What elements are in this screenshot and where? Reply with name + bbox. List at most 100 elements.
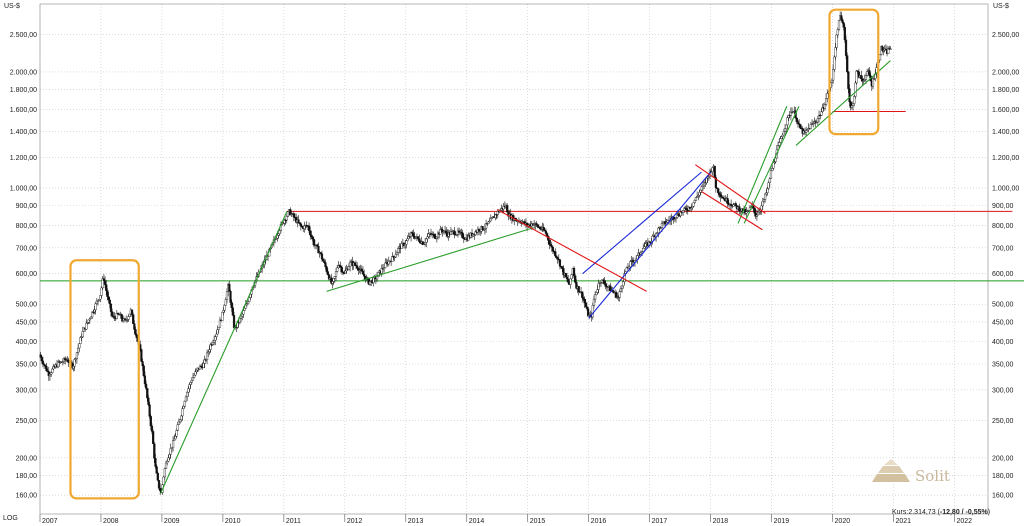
candle-body [146, 388, 149, 399]
candle-body [159, 487, 162, 491]
candle-body [416, 236, 420, 239]
y-tick-label-left: 800,00 [16, 223, 38, 230]
candle-body [183, 400, 186, 407]
candle-body [582, 297, 585, 300]
candle-body [142, 365, 145, 376]
candle-body [677, 213, 680, 216]
candle-body [307, 225, 311, 231]
candle-body [620, 285, 624, 289]
y-tick-label-right: 300,00 [992, 387, 1014, 394]
candle-body [558, 259, 562, 267]
trendlines [160, 60, 891, 494]
candle-body [844, 39, 848, 56]
candle-body [766, 188, 769, 193]
candle-body [835, 34, 838, 48]
candle-body [824, 98, 828, 105]
candle-body [693, 200, 696, 203]
y-tick-label-left: 2.000,00 [10, 69, 37, 76]
candle-body [799, 124, 802, 129]
candle-body [221, 311, 224, 321]
candle-body [99, 295, 102, 300]
candle-body [230, 302, 233, 308]
y-tick-label-left: 180,00 [16, 473, 38, 480]
candle-body [857, 71, 861, 78]
candle-body [292, 213, 295, 218]
candle-body [490, 217, 494, 219]
candle-body [130, 309, 134, 315]
candle-body [640, 251, 644, 254]
quote-readout: Kurs:2.314,73 (-12,80 / -0,55%) [892, 509, 990, 516]
candle-body [536, 224, 539, 228]
candle-body [66, 359, 69, 362]
candle-body [820, 111, 823, 116]
candle-body [127, 316, 130, 320]
candle-body [619, 288, 623, 292]
candle-body [732, 204, 735, 207]
candle-body [774, 157, 777, 162]
candle-body [213, 340, 216, 343]
candle-body [115, 313, 118, 319]
candle-body [222, 310, 225, 313]
candle-body [348, 261, 352, 267]
candle-body [433, 233, 436, 239]
candle-body [764, 193, 767, 200]
candle-body [384, 262, 387, 268]
y-tick-label-right: 1.400,00 [992, 129, 1019, 136]
candle-body [50, 372, 53, 375]
y-tick-label-right: 2.000,00 [992, 69, 1019, 76]
y-tick-label-left: 450,00 [16, 319, 38, 326]
candle-body [842, 22, 845, 28]
candle-body [853, 96, 856, 104]
y-tick-label-left: 160,00 [16, 493, 38, 500]
candle-body [375, 276, 379, 280]
candle-body [705, 177, 708, 183]
y-tick-label-right: 1.200,00 [992, 155, 1019, 162]
candle-body [691, 206, 694, 208]
candle-body [243, 307, 246, 311]
y-tick-label-right: 600,00 [992, 271, 1014, 278]
x-tick-label: 2020 [835, 518, 851, 525]
plot-frame [39, 3, 989, 515]
candle-body [332, 278, 335, 282]
candle-body [878, 54, 882, 61]
candle-body [760, 205, 763, 211]
candle-body [692, 202, 695, 207]
candle-body [382, 267, 386, 270]
candle-body [701, 184, 705, 187]
y-tick-label-right: 180,00 [992, 473, 1014, 480]
candle-body [105, 284, 108, 291]
candle-body [72, 365, 75, 369]
candle-body [548, 240, 551, 245]
pyramid-icon [872, 459, 910, 482]
candle-body [830, 79, 834, 83]
candle-body [832, 69, 835, 81]
candle-body [163, 468, 166, 478]
candle-body [179, 419, 182, 423]
candle-body [700, 186, 703, 191]
y-tick-label-left: 350,00 [16, 362, 38, 369]
candle-body [767, 182, 770, 189]
candle-body [713, 165, 716, 178]
y-tick-label-right: 1.800,00 [992, 87, 1019, 94]
candle-body [395, 252, 399, 255]
candle-body [215, 333, 218, 337]
x-tick-label: 2010 [225, 518, 241, 525]
candle-body [187, 388, 190, 393]
candle-body [585, 306, 589, 309]
candle-body [344, 270, 347, 274]
candle-body [247, 301, 250, 304]
candle-body [191, 377, 195, 381]
candle-body [316, 244, 319, 247]
candle-body [603, 280, 606, 285]
y-tick-label-right: 350,00 [992, 362, 1014, 369]
candle-body [148, 404, 151, 417]
candle-body [360, 268, 363, 272]
candle-body [622, 281, 625, 287]
candle-body [317, 246, 320, 254]
candle-body [109, 303, 113, 312]
candle-body [229, 291, 232, 303]
y-tick-label-right: 900,00 [992, 203, 1014, 210]
candle-body [368, 281, 372, 285]
candle-body [184, 396, 188, 402]
candle-body [642, 248, 645, 252]
